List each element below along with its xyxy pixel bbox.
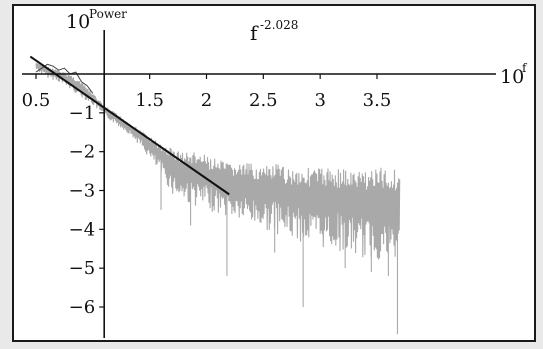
smoothed-trace xyxy=(35,63,94,94)
y-tick-label: −3 xyxy=(69,181,96,202)
x-tick-label: 0.5 xyxy=(22,90,51,111)
chart-title-exponent: -2.028 xyxy=(260,18,298,32)
y-tick-label: −1 xyxy=(69,103,96,124)
x-tick-label: 1.5 xyxy=(135,90,164,111)
x-tick-label: 2.5 xyxy=(249,90,278,111)
x-tick-label: 3 xyxy=(314,90,325,111)
x-ticks: 0.5 1.5 2 2.5 3 3.5 xyxy=(22,74,392,111)
y-ticks: −1 −2 −3 −4 −5 −6 xyxy=(69,103,105,318)
y-axis-label: 10 xyxy=(66,11,90,33)
y-tick-label: −5 xyxy=(69,258,96,279)
spectrum-trace xyxy=(35,62,401,260)
y-tick-label: −6 xyxy=(69,297,96,318)
chart-title: f xyxy=(250,21,259,45)
y-tick-label: −4 xyxy=(69,219,96,240)
axes xyxy=(22,30,496,338)
fit-line xyxy=(29,55,230,196)
spectrum-series xyxy=(35,62,401,335)
smoothed-series xyxy=(35,63,94,94)
x-axis-label-superscript: f xyxy=(522,61,528,75)
fit-line-series xyxy=(29,55,230,196)
plot-frame xyxy=(12,4,536,342)
x-tick-label: 2 xyxy=(201,90,212,111)
x-axis-label: 10 xyxy=(500,66,524,88)
y-tick-label: −2 xyxy=(69,142,96,163)
x-tick-label: 3.5 xyxy=(363,90,392,111)
y-axis-label-superscript: Power xyxy=(89,7,127,21)
